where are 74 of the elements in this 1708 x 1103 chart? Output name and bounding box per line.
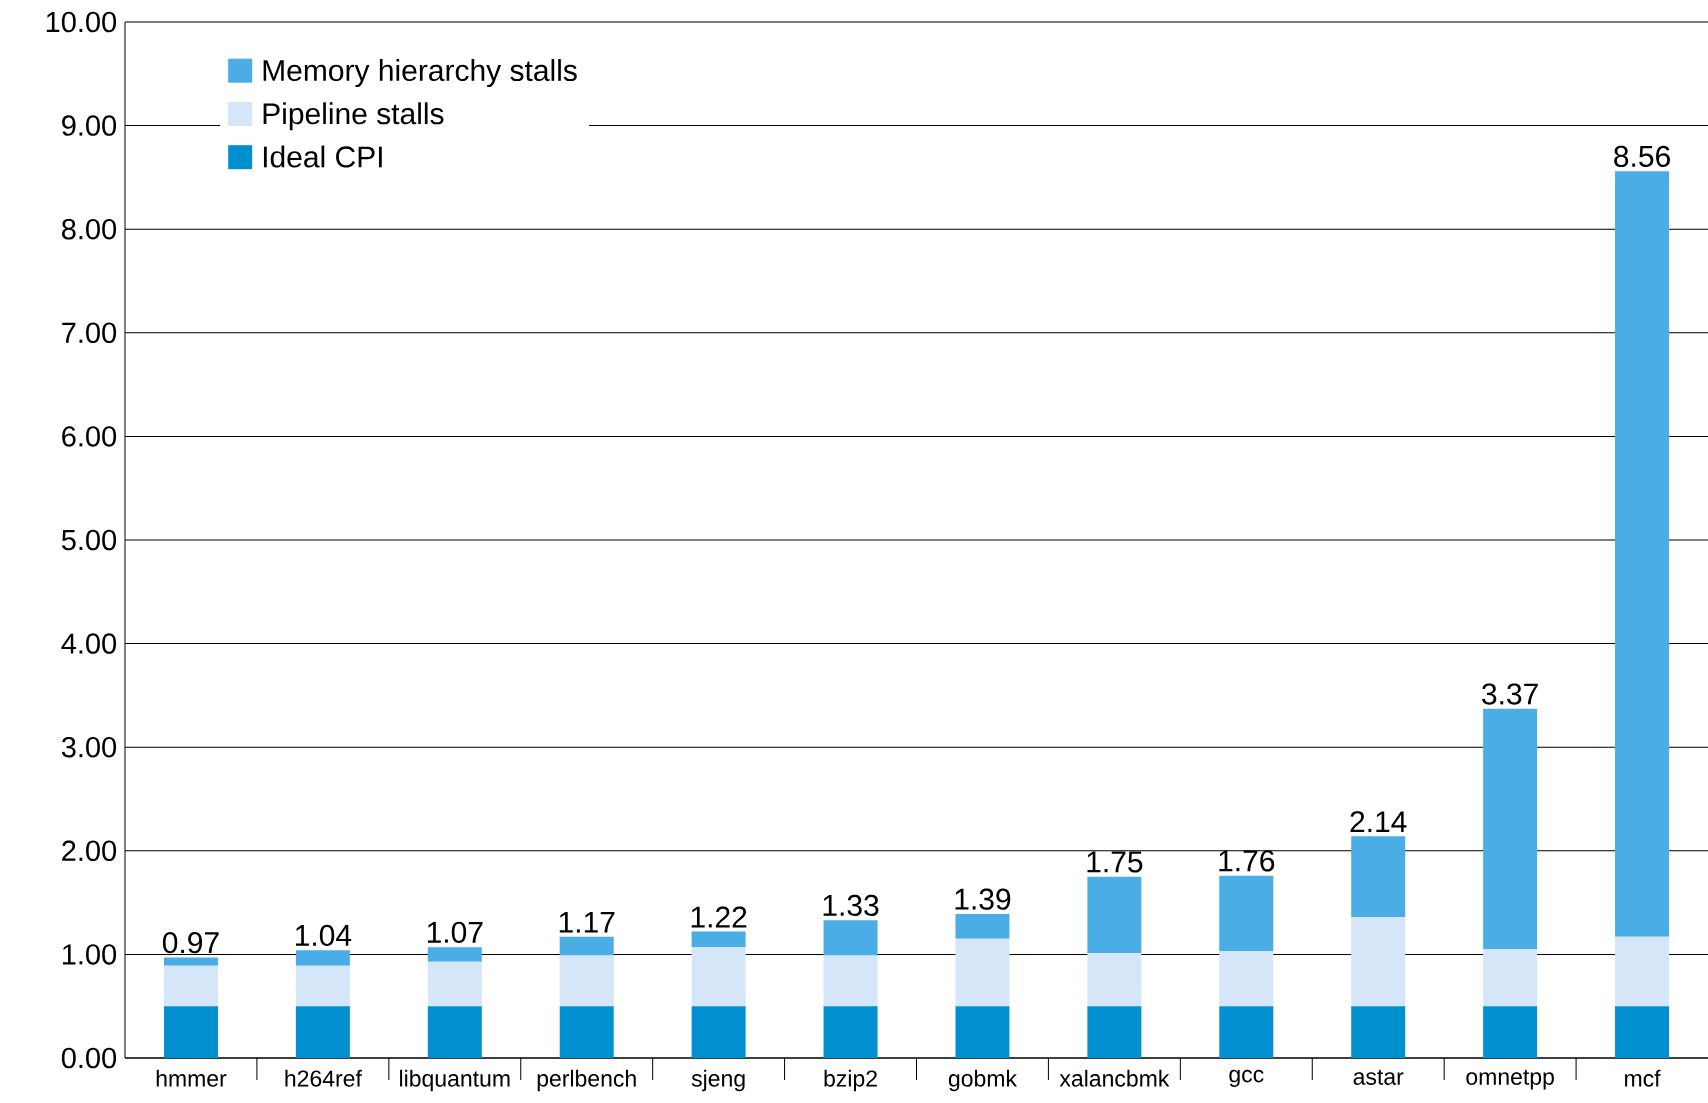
x-tick-label: omnetpp bbox=[1466, 1069, 1554, 1090]
bar bbox=[1351, 836, 1406, 918]
bar bbox=[1219, 875, 1274, 952]
total-label: 1.33 bbox=[823, 894, 879, 917]
bar bbox=[1483, 949, 1538, 1007]
x-tick-label: h264ref bbox=[285, 1069, 362, 1087]
total-label: 1.17 bbox=[559, 911, 615, 933]
bar bbox=[955, 914, 1010, 939]
legend-label: Memory hierarchy stalls bbox=[263, 59, 577, 88]
bar bbox=[427, 961, 482, 1007]
bar bbox=[1483, 708, 1538, 950]
bar bbox=[295, 950, 350, 966]
y-tick-label: 2.00 bbox=[62, 840, 117, 862]
bar bbox=[1351, 1006, 1406, 1058]
bar bbox=[163, 965, 218, 1007]
bar bbox=[427, 1006, 482, 1058]
bar bbox=[427, 947, 482, 962]
x-tick-label: mcf bbox=[1625, 1069, 1661, 1087]
bar bbox=[559, 936, 614, 956]
bar bbox=[691, 947, 746, 1007]
y-tick-label: 10.00 bbox=[46, 11, 117, 33]
total-label: 8.56 bbox=[1614, 145, 1670, 167]
bar bbox=[691, 931, 746, 948]
bar bbox=[1087, 1006, 1142, 1058]
bar bbox=[823, 920, 878, 956]
legend-label: Ideal CPI bbox=[263, 145, 382, 168]
x-tick-label: bzip2 bbox=[824, 1069, 877, 1092]
total-label: 2.14 bbox=[1350, 811, 1407, 833]
y-tick-label: 7.00 bbox=[62, 322, 117, 344]
x-tick-label: hmmer bbox=[156, 1069, 227, 1087]
total-label: 3.37 bbox=[1482, 683, 1538, 705]
bar bbox=[1219, 951, 1274, 1007]
x-tick-label: sjeng bbox=[691, 1069, 745, 1092]
x-tick-label: gcc bbox=[1229, 1069, 1264, 1087]
bar bbox=[295, 965, 350, 1007]
y-tick-label: 8.00 bbox=[62, 218, 117, 240]
bar bbox=[955, 938, 1010, 1007]
y-tick-label: 1.00 bbox=[62, 944, 117, 965]
total-label: 1.76 bbox=[1219, 850, 1275, 872]
bar bbox=[559, 1006, 614, 1058]
bar bbox=[559, 955, 614, 1007]
bar bbox=[1219, 1006, 1274, 1058]
bar bbox=[1615, 936, 1670, 1007]
bar bbox=[691, 1006, 746, 1058]
total-label: 1.04 bbox=[295, 924, 352, 947]
y-tick-label: 4.00 bbox=[61, 633, 117, 654]
total-label: 1.07 bbox=[427, 921, 483, 943]
bar bbox=[1615, 1006, 1670, 1058]
bar bbox=[823, 1006, 878, 1058]
x-tick-label: libquantum bbox=[400, 1069, 510, 1092]
total-label: 0.97 bbox=[162, 932, 219, 954]
bar bbox=[1483, 1006, 1538, 1058]
bar bbox=[1351, 917, 1406, 1007]
total-label: 1.75 bbox=[1087, 851, 1143, 873]
y-tick-label: 9.00 bbox=[62, 115, 117, 136]
bar bbox=[163, 957, 218, 966]
bar bbox=[1087, 953, 1142, 1007]
x-tick-label: xalancbmk bbox=[1059, 1069, 1170, 1087]
legend-label: Pipeline stalls bbox=[263, 102, 444, 131]
total-label: 1.39 bbox=[955, 888, 1011, 910]
bar bbox=[955, 1006, 1010, 1058]
x-tick-label: perlbench bbox=[537, 1069, 636, 1092]
bar bbox=[295, 1006, 350, 1058]
bar bbox=[1615, 171, 1670, 937]
y-tick-label: 0.00 bbox=[61, 1047, 117, 1069]
bar bbox=[163, 1006, 218, 1058]
y-tick-label: 3.00 bbox=[61, 736, 117, 758]
x-tick-label: astar bbox=[1353, 1069, 1404, 1085]
bar bbox=[823, 955, 878, 1007]
total-label: 1.22 bbox=[691, 906, 747, 928]
y-tick-label: 5.00 bbox=[61, 529, 117, 551]
x-tick-label: gobmk bbox=[948, 1069, 1018, 1092]
y-tick-label: 6.00 bbox=[62, 426, 117, 447]
bar bbox=[1087, 876, 1142, 954]
